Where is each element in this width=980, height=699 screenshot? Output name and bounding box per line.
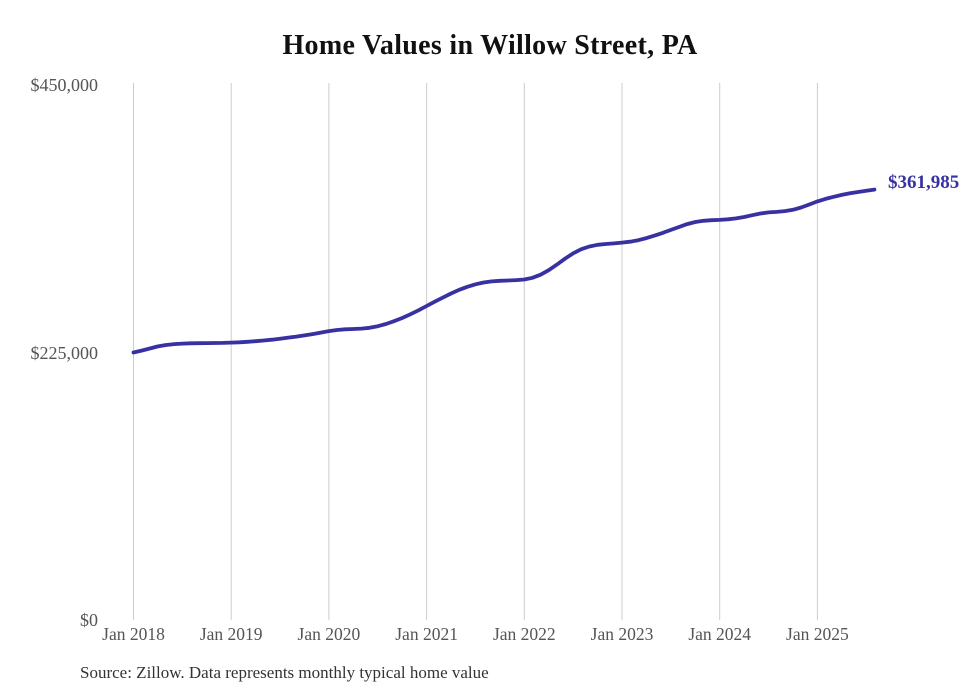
x-axis-label: Jan 2024: [688, 624, 752, 644]
source-note: Source: Zillow. Data represents monthly …: [80, 663, 489, 682]
x-axis-label: Jan 2023: [590, 624, 654, 644]
latest-value-label: $361,985: [888, 172, 960, 193]
y-axis-label: $0: [80, 610, 98, 630]
x-axis-label: Jan 2022: [492, 624, 556, 644]
x-axis-label: Jan 2021: [395, 624, 458, 644]
home-value-line: [131, 187, 877, 355]
x-axis-label: Jan 2025: [786, 624, 849, 644]
x-axis-label: Jan 2020: [297, 624, 361, 644]
y-axis-label: $450,000: [30, 75, 99, 95]
x-axis-label: Jan 2018: [102, 624, 165, 644]
chart-title: Home Values in Willow Street, PA: [282, 30, 698, 61]
y-axis-label: $225,000: [30, 342, 99, 363]
x-axis-label: Jan 2019: [199, 624, 263, 644]
